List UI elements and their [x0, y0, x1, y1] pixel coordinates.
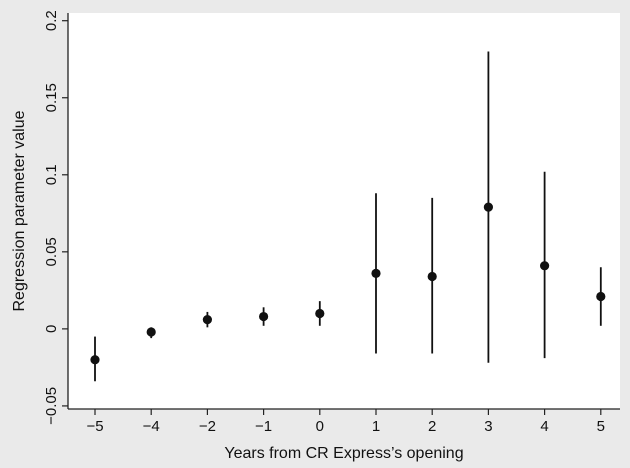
x-tick-label: 5 [597, 418, 605, 435]
y-tick-label: 0.15 [43, 83, 60, 112]
point-estimate [483, 202, 493, 212]
y-axis-ticks: −0.05 0 0.05 0.1 0.15 0.2 [43, 10, 68, 425]
data-marks [90, 51, 606, 382]
point-estimate [315, 308, 325, 319]
x-tick-label: −1 [255, 418, 272, 435]
x-tick-label: −4 [143, 418, 160, 435]
x-axis-title: Years from CR Express’s opening [224, 445, 463, 462]
point-estimate [259, 311, 269, 322]
x-tick-label: −2 [199, 418, 216, 435]
plot-area [68, 13, 620, 409]
point-estimate [427, 271, 437, 282]
y-tick-label: 0.2 [43, 10, 60, 31]
y-axis-title: Regression parameter value [11, 110, 28, 311]
x-tick-label: 4 [540, 418, 548, 435]
x-tick-label: 3 [484, 418, 492, 435]
x-tick-label: −5 [86, 418, 103, 435]
point-estimate [146, 327, 156, 337]
x-axis-ticks: −5 −4 −2 −1 0 1 2 3 4 5 [86, 409, 605, 435]
x-tick-label: 1 [372, 418, 380, 435]
y-tick-label: −0.05 [43, 387, 60, 425]
point-estimate [202, 315, 212, 325]
point-estimate [596, 291, 606, 302]
y-tick-label: 0.05 [43, 237, 60, 266]
y-tick-label: 0.1 [43, 164, 60, 185]
x-tick-label: 2 [428, 418, 436, 435]
point-estimate [371, 268, 381, 279]
point-estimate [540, 261, 550, 271]
x-tick-label: 0 [316, 418, 324, 435]
point-estimate [90, 355, 100, 365]
y-tick-label: 0 [43, 325, 60, 333]
